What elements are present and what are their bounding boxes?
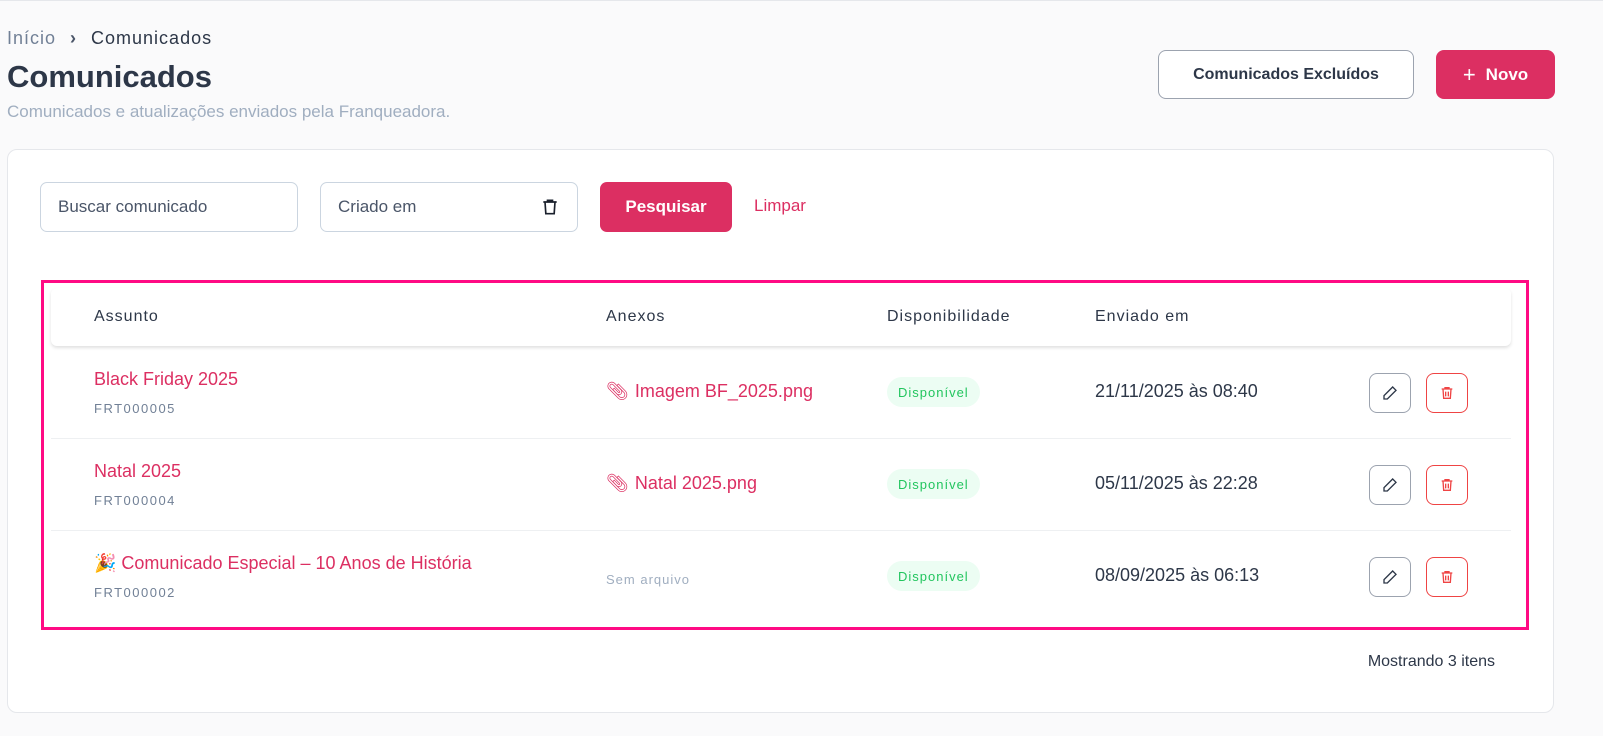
paperclip-icon: 📎︎ <box>606 381 629 401</box>
subject-link[interactable]: Black Friday 2025 <box>94 369 239 389</box>
sent-date: 08/09/2025 às 06:13 <box>1095 565 1260 585</box>
breadcrumb-home[interactable]: Início <box>7 28 57 48</box>
trash-icon <box>1441 479 1453 491</box>
code: FRT000005 <box>94 401 176 416</box>
pencil-icon <box>1383 570 1397 584</box>
column-availability: Disponibilidade <box>887 308 1011 325</box>
new-button[interactable]: + Novo <box>1436 50 1555 99</box>
pencil-icon <box>1383 386 1397 400</box>
subject-link[interactable]: 🎉 Comunicado Especial – 10 Anos de Histó… <box>94 553 472 573</box>
trash-icon[interactable] <box>540 197 560 217</box>
attachment-name: Imagem BF_2025.png <box>634 381 813 401</box>
table-header: Assunto Anexos Disponibilidade Enviado e… <box>51 288 1511 346</box>
sent-date: 21/11/2025 às 08:40 <box>1095 381 1258 401</box>
column-sent: Enviado em <box>1095 308 1190 325</box>
edit-button[interactable] <box>1369 465 1411 505</box>
paperclip-icon: 📎︎ <box>606 473 629 493</box>
clear-link[interactable]: Limpar <box>754 196 806 215</box>
table-highlight <box>41 280 1529 630</box>
edit-button[interactable] <box>1369 557 1411 597</box>
chevron-right-icon: › <box>70 28 78 48</box>
delete-button[interactable] <box>1426 557 1468 597</box>
status-badge: Disponível <box>887 469 980 499</box>
column-subject: Assunto <box>94 308 159 325</box>
trash-icon <box>1441 387 1453 399</box>
created-date-input[interactable]: Criado em <box>320 182 578 232</box>
search-placeholder: Buscar comunicado <box>58 197 208 216</box>
table-row: Black Friday 2025 FRT000005 📎︎ Imagem BF_… <box>51 347 1511 439</box>
plus-icon: + <box>1462 61 1476 87</box>
subject-link[interactable]: Natal 2025 <box>94 461 182 481</box>
status-badge: Disponível <box>887 377 980 407</box>
delete-button[interactable] <box>1426 465 1468 505</box>
new-button-label: Novo <box>1485 64 1529 84</box>
attachment-link[interactable]: 📎︎ Natal 2025.png <box>606 473 757 494</box>
sent-date: 05/11/2025 às 22:28 <box>1095 473 1258 493</box>
trash-icon <box>1441 571 1453 583</box>
table-row: Natal 2025 FRT000004 📎︎ Natal 2025.png Di… <box>51 439 1511 531</box>
content-card: Buscar comunicado Criado em Pesquisar Li… <box>7 149 1554 713</box>
page-title: Comunicados <box>7 59 212 94</box>
code: FRT000002 <box>94 585 176 600</box>
column-attachments: Anexos <box>606 308 666 325</box>
delete-button[interactable] <box>1426 373 1468 413</box>
attachment-link[interactable]: 📎︎ Imagem BF_2025.png <box>606 381 813 402</box>
no-attachment: Sem arquivo <box>606 572 690 587</box>
page-subtitle: Comunicados e atualizações enviados pela… <box>7 102 451 121</box>
breadcrumb: Início › Comunicados <box>7 28 212 49</box>
code: FRT000004 <box>94 493 176 508</box>
pencil-icon <box>1383 478 1397 492</box>
date-placeholder: Criado em <box>338 197 417 216</box>
edit-button[interactable] <box>1369 373 1411 413</box>
deleted-communications-button[interactable]: Comunicados Excluídos <box>1158 50 1414 99</box>
search-input[interactable]: Buscar comunicado <box>40 182 298 232</box>
attachment-name: Natal 2025.png <box>634 473 757 493</box>
table-row: 🎉 Comunicado Especial – 10 Anos de Histó… <box>51 531 1511 623</box>
breadcrumb-current: Comunicados <box>91 28 213 48</box>
items-count: Mostrando 3 itens <box>1367 653 1495 670</box>
search-button[interactable]: Pesquisar <box>600 182 732 232</box>
status-badge: Disponível <box>887 561 980 591</box>
